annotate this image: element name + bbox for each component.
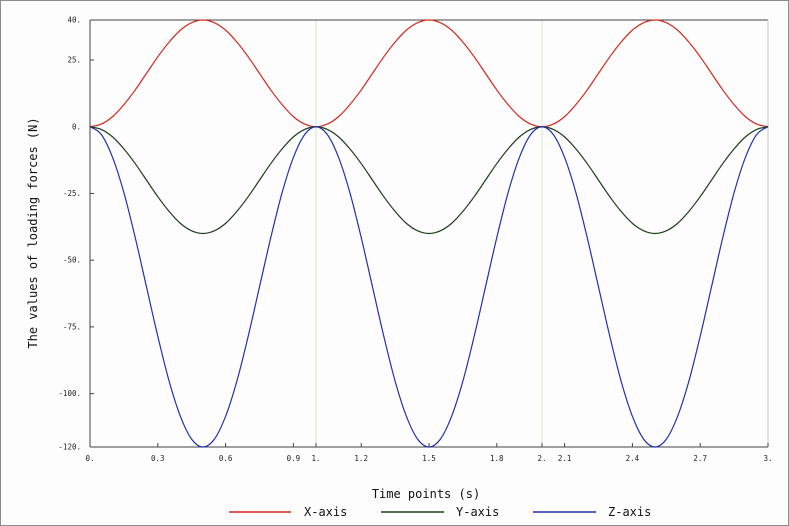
series-layer bbox=[89, 19, 769, 448]
y-tick-label: 40. bbox=[67, 16, 81, 25]
x-tick-label: 0. bbox=[85, 454, 94, 463]
x-tick-label: 1. bbox=[311, 454, 320, 463]
x-tick-label: 2. bbox=[537, 454, 546, 463]
legend: X-axis Y-axis Z-axis bbox=[229, 505, 651, 519]
x-tick-label: 1.2 bbox=[354, 454, 368, 463]
legend-label-x-axis: X-axis bbox=[304, 505, 347, 519]
x-tick-label: 1.5 bbox=[422, 454, 436, 463]
x-tick-label: 0.6 bbox=[219, 454, 233, 463]
y-tick-label: 25. bbox=[67, 56, 81, 65]
x-tick-label: 0.9 bbox=[287, 454, 301, 463]
legend-label-y-axis: Y-axis bbox=[456, 505, 499, 519]
x-tick-label: 2.7 bbox=[693, 454, 707, 463]
series-line-y-axis bbox=[89, 126, 769, 235]
y-tick-label: 0. bbox=[72, 122, 81, 131]
y-tick-label: -75. bbox=[63, 322, 81, 331]
x-tick-label: 0.3 bbox=[151, 454, 165, 463]
x-tick-label: 3. bbox=[763, 454, 772, 463]
y-tick-label: -100. bbox=[58, 389, 81, 398]
y-tick-label: -25. bbox=[63, 189, 81, 198]
series-line-z-axis bbox=[89, 126, 769, 448]
y-tick-label: -50. bbox=[63, 256, 81, 265]
x-tick-label: 2.1 bbox=[558, 454, 572, 463]
y-axis-label: The values of loading forces (N) bbox=[26, 117, 40, 348]
legend-label-z-axis: Z-axis bbox=[608, 505, 651, 519]
x-tick-label: 2.4 bbox=[626, 454, 640, 463]
y-tick-label: -120. bbox=[58, 443, 81, 452]
y-ticks-layer: 40. 25. 0. -25. -50. -75. -100. -120. bbox=[58, 16, 94, 452]
x-tick-label: 1.8 bbox=[490, 454, 504, 463]
grid-layer bbox=[315, 20, 543, 447]
x-ticks-layer: 0. 0.3 0.6 0.9 1. 1.2 1.5 1.8 2. 2.1 2.4 2.7 3. bbox=[85, 443, 773, 463]
x-axis-label: Time points (s) bbox=[372, 487, 480, 501]
series-line-x-axis bbox=[89, 19, 769, 128]
